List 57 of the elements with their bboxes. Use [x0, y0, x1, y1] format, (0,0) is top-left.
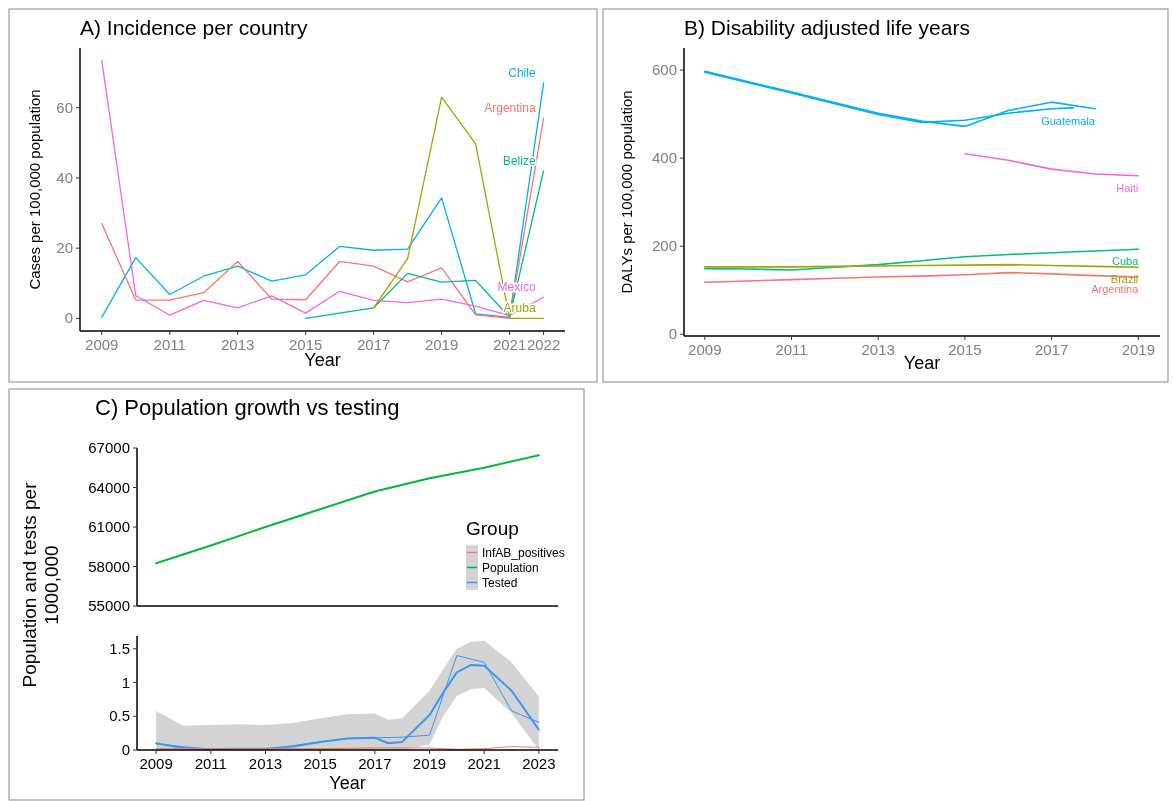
x-tick-label: 2021	[467, 755, 501, 772]
series-label: Cuba	[1112, 255, 1140, 268]
x-tick-label: 2013	[861, 341, 895, 358]
y-tick-label: 67000	[88, 439, 130, 456]
chart-title: B) Disability adjusted life years	[684, 16, 970, 39]
x-axis-title: Year	[304, 350, 341, 370]
y-tick-label: 64000	[88, 478, 130, 496]
chart-title: A) Incidence per country	[80, 16, 309, 39]
x-tick-label: 2017	[1034, 341, 1069, 358]
y-tick-label: 0	[64, 309, 73, 327]
x-tick-label: 2013	[248, 755, 283, 772]
x-tick-label: 2022	[526, 336, 561, 353]
y-tick-label: 20	[56, 239, 73, 257]
x-tick-label: 2023	[522, 755, 556, 772]
y-tick-label: 200	[651, 237, 677, 255]
y-tick-label: 0	[121, 741, 130, 758]
series-label: Guatemala	[1041, 114, 1096, 127]
x-axis-title: Year	[329, 773, 366, 793]
y-axis-title: Population and tests per 1000,000	[19, 481, 62, 688]
series-label: Chile	[508, 66, 536, 81]
y-axis-title: DALYs per 100,000 population	[618, 90, 635, 294]
y-tick-label: 1	[121, 673, 130, 691]
x-tick-label: 2011	[153, 336, 186, 353]
x-tick-label: 2015	[948, 341, 982, 358]
chart-title: C) Population growth vs testing	[95, 395, 400, 420]
text: InfAB_positives	[482, 546, 565, 560]
y-tick-label: 40	[56, 168, 73, 186]
legend-title: Group	[466, 518, 519, 539]
x-tick-label: 2015	[303, 755, 337, 772]
y-tick-label: 1.5	[109, 639, 130, 657]
y-tick-label: 0.5	[109, 707, 130, 725]
y-tick-label: 0	[668, 325, 677, 343]
y-tick-label: 55000	[88, 597, 130, 614]
x-tick-label: 2017	[358, 755, 392, 772]
x-tick-label: 2011	[775, 341, 808, 358]
x-tick-label: 2019	[424, 336, 459, 353]
x-tick-label: 2009	[688, 341, 722, 358]
x-tick-label: 2021	[492, 336, 527, 353]
x-tick-label: 2017	[356, 336, 391, 353]
y-tick-label: 60	[56, 98, 73, 116]
x-tick-label: 2009	[139, 755, 173, 772]
y-tick-label: 400	[651, 149, 677, 167]
x-tick-label: 2015	[288, 336, 323, 353]
text: Tested	[482, 576, 518, 590]
x-tick-label: 2011	[194, 755, 227, 772]
y-axis-title: Cases per 100,000 population	[26, 89, 43, 290]
y-tick-label: 600	[651, 61, 677, 79]
series-label: Haiti	[1116, 181, 1139, 194]
x-tick-label: 2019	[1121, 341, 1156, 358]
y-tick-label: 58000	[88, 557, 130, 575]
series-label: Argentina	[484, 101, 536, 116]
y-tick-label: 61000	[88, 518, 130, 535]
x-tick-label: 2019	[412, 755, 447, 772]
legend-label: Population	[482, 561, 539, 575]
x-tick-label: 2009	[85, 336, 119, 353]
x-axis-title: Year	[903, 353, 941, 373]
x-tick-label: 2013	[221, 336, 255, 353]
